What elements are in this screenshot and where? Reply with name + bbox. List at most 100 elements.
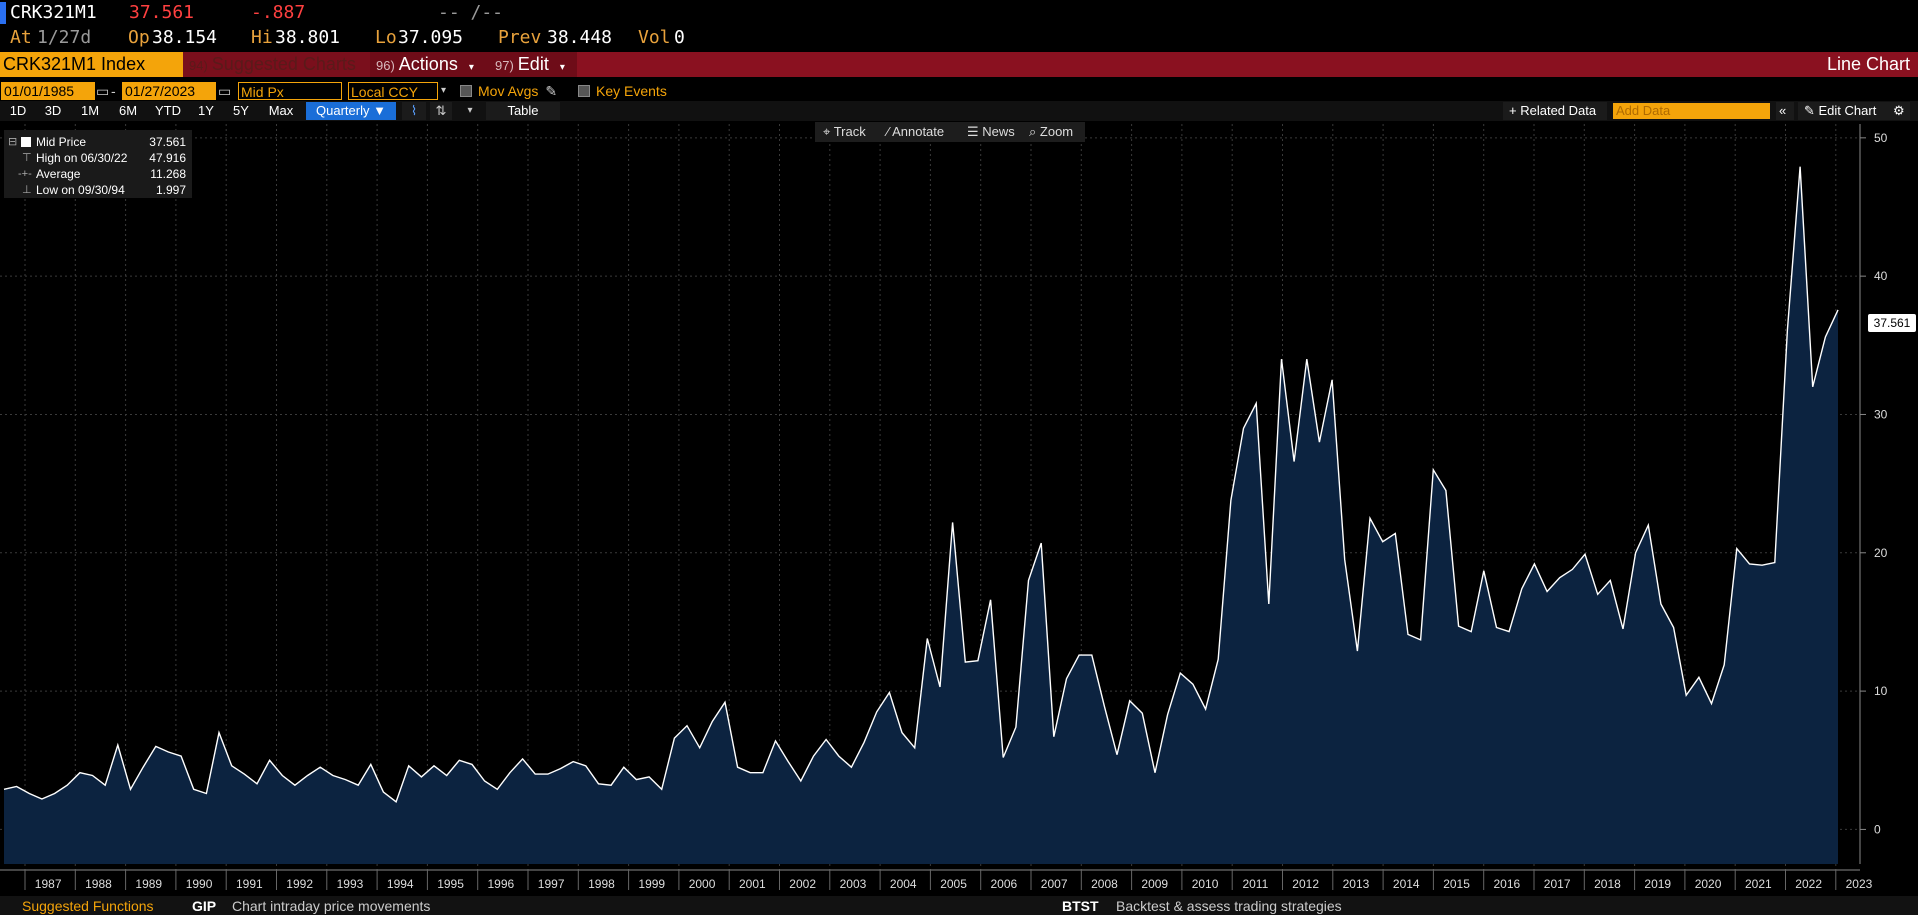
mov-avgs-toggle[interactable]: Mov Avgs ✎ [460,82,557,100]
chart-type-title: Line Chart [1826,54,1910,74]
security-index-field[interactable]: CRK321M1 Index [0,52,183,77]
x-tick-label: 1999 [638,877,665,891]
period-1d-button[interactable]: 1D [9,103,27,118]
edit-chart-button[interactable]: ✎ Edit Chart [1798,102,1900,120]
period-1m-button[interactable]: 1M [80,103,100,118]
legend-value: 47.916 [149,151,186,165]
x-tick-label: 1990 [186,877,213,891]
period-max-button[interactable]: Max [268,103,294,118]
collapse-left-icon[interactable]: « [1776,102,1794,120]
x-tick-label: 1993 [337,877,364,891]
function-code-btst[interactable]: BTST [1062,898,1099,914]
function-code-gip[interactable]: GIP [192,898,217,914]
sort-icon[interactable]: ⇅ [430,102,452,120]
x-tick-label: 2020 [1695,877,1722,891]
news-label: News [982,124,1015,139]
y-axis: 0 10 20 30 40 50 [1859,124,1888,864]
key-events-toggle[interactable]: Key Events [578,82,667,100]
x-tick-label: 1995 [437,877,464,891]
low-value: 37.095 [398,27,464,48]
table-button[interactable]: Table [486,102,560,120]
actions-menu-button[interactable]: 96) Actions ▾ [370,52,493,77]
x-tick-label: 2018 [1594,877,1621,891]
legend-name: High on 06/30/22 [36,151,128,165]
legend-name: Average [36,167,81,181]
suggested-charts-number: 94) [189,58,208,73]
price-area-fill [4,166,1838,864]
x-tick-label: 2022 [1795,877,1822,891]
series-color-swatch[interactable] [21,137,31,147]
news-tool[interactable]: ☰ News [967,122,1015,142]
period-ytd-button[interactable]: YTD [155,103,181,118]
x-tick-label: 2012 [1292,877,1319,891]
legend-row-low: ⊥ Low on 09/30/94 1.997 [4,182,192,198]
period-6m-button[interactable]: 6M [118,103,138,118]
high-marker-icon: ⊤ [22,152,32,164]
start-date-input[interactable]: 01/01/1985 [1,82,95,100]
related-data-label: Related Data [1520,103,1597,118]
end-date-value: 01/27/2023 [125,83,196,99]
pencil-icon: ✎ [1804,103,1819,118]
collapse-icon[interactable]: ⊟ [8,136,18,148]
legend-name: Low on 09/30/94 [36,183,125,197]
x-tick-label: 1992 [286,877,313,891]
x-tick-label: 1989 [135,877,162,891]
x-tick-label: 1991 [236,877,263,891]
frequency-select[interactable]: Quarterly ▼ [306,102,396,120]
prev-value: 38.448 [547,27,613,48]
x-tick-label: 2021 [1745,877,1772,891]
annotate-tool[interactable]: ∕ Annotate [887,122,944,142]
x-tick-label: 2016 [1493,877,1520,891]
crosshair-icon: ⌖ [823,124,834,139]
function-desc-btst[interactable]: Backtest & assess trading strategies [1116,898,1342,914]
average-marker-icon: -+- [18,168,32,180]
x-tick-label: 2023 [1846,877,1873,891]
suggested-charts-button[interactable]: 94) Suggested Charts [183,52,372,77]
x-tick-label: 2013 [1343,877,1370,891]
legend-value: 37.561 [149,135,186,149]
line-chart-icon[interactable]: ⌇ [402,102,426,120]
calendar-icon[interactable]: ▭ [96,83,110,99]
price-line [3,166,1839,803]
start-date-value: 01/01/1985 [4,83,75,99]
edit-menu-button[interactable]: 97) Edit ▾ [489,52,577,77]
plus-icon: + [1509,103,1521,118]
period-1y-button[interactable]: 1Y [198,103,214,118]
currency-select[interactable]: Local CCY [348,82,438,100]
net-change: -.887 [251,2,306,23]
related-data-button[interactable]: + Related Data [1503,102,1607,120]
y-tick-label: 20 [1874,546,1888,560]
y-tick-label: 30 [1874,407,1888,421]
add-data-input[interactable]: Add Data [1613,103,1770,119]
period-toolbar: 1D 3D 1M 6M YTD 1Y 5Y Max Quarterly ▼ ⌇ … [0,101,1918,121]
legend-row-high: ⊤ High on 06/30/22 47.916 [4,150,192,166]
ticker-symbol: CRK321M1 [10,2,97,23]
x-tick-label: 1987 [35,877,62,891]
legend-value: 1.997 [155,183,186,197]
chevron-down-icon[interactable]: ▾ [467,105,473,116]
zoom-tool[interactable]: ⌕ Zoom [1029,122,1073,142]
low-label: Lo [375,27,397,48]
legend-row-mid-price[interactable]: ⊟ Mid Price 37.561 [4,134,192,150]
prev-label: Prev [498,27,542,48]
end-date-input[interactable]: 01/27/2023 [122,82,216,100]
price-chart[interactable]: 0 10 20 30 40 50 1987 1988 1989 1990 1991 1992 1993… [0,124,1918,896]
track-tool[interactable]: ⌖ Track [823,122,866,142]
chevron-down-icon[interactable]: ▾ [441,85,447,96]
period-5y-button[interactable]: 5Y [233,103,249,118]
function-desc-gip[interactable]: Chart intraday price movements [232,898,431,914]
at-label: At [10,27,32,48]
zoom-label: Zoom [1039,124,1074,139]
period-3d-button[interactable]: 3D [44,103,62,118]
x-tick-label: 2009 [1141,877,1168,891]
at-value: 1/27d [37,27,92,48]
calendar-icon[interactable]: ▭ [218,83,232,99]
x-tick-label: 2003 [840,877,867,891]
currency-value: Local CCY [351,84,418,100]
edit-number: 97) [495,58,514,73]
pencil-icon[interactable]: ✎ [545,83,558,99]
chart-tools-bar: ⌖ Track ∕ Annotate ☰ News ⌕ Zoom [815,122,1085,142]
price-field-select[interactable]: Mid Px [238,82,342,100]
chevron-down-icon: ▾ [468,62,474,73]
gear-icon[interactable]: ⚙ [1890,102,1910,120]
